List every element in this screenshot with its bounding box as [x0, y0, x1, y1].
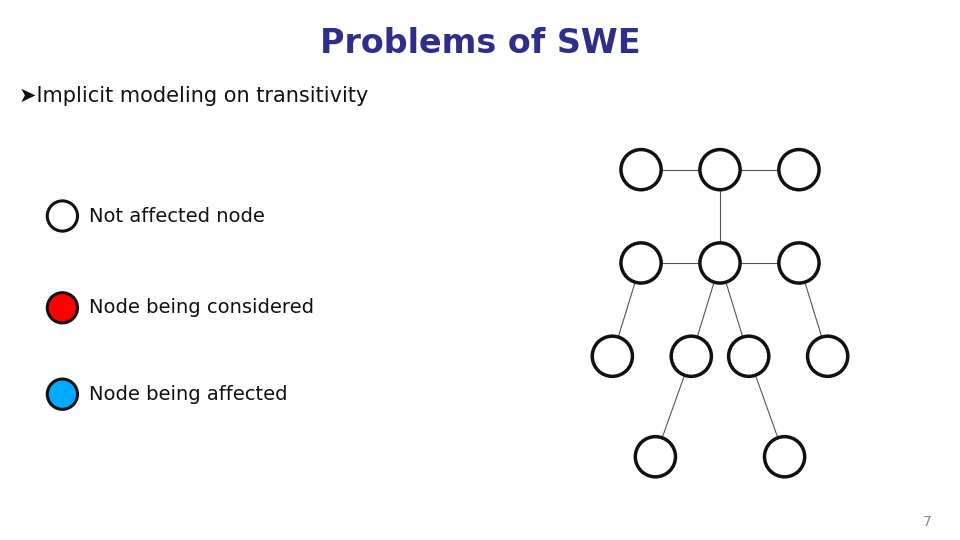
Text: Not affected node: Not affected node [89, 206, 265, 226]
Circle shape [729, 336, 769, 376]
Text: ➤Implicit modeling on transitivity: ➤Implicit modeling on transitivity [19, 86, 369, 106]
Circle shape [671, 336, 711, 376]
Circle shape [700, 243, 740, 283]
Circle shape [807, 336, 848, 376]
Text: Node being considered: Node being considered [89, 298, 314, 318]
Circle shape [764, 437, 804, 477]
Circle shape [636, 437, 676, 477]
Circle shape [779, 150, 819, 190]
Text: 7: 7 [923, 515, 931, 529]
Circle shape [779, 243, 819, 283]
Circle shape [592, 336, 633, 376]
Text: Problems of SWE: Problems of SWE [320, 27, 640, 60]
Text: Node being affected: Node being affected [89, 384, 288, 404]
Circle shape [621, 243, 661, 283]
Circle shape [621, 150, 661, 190]
Circle shape [700, 150, 740, 190]
